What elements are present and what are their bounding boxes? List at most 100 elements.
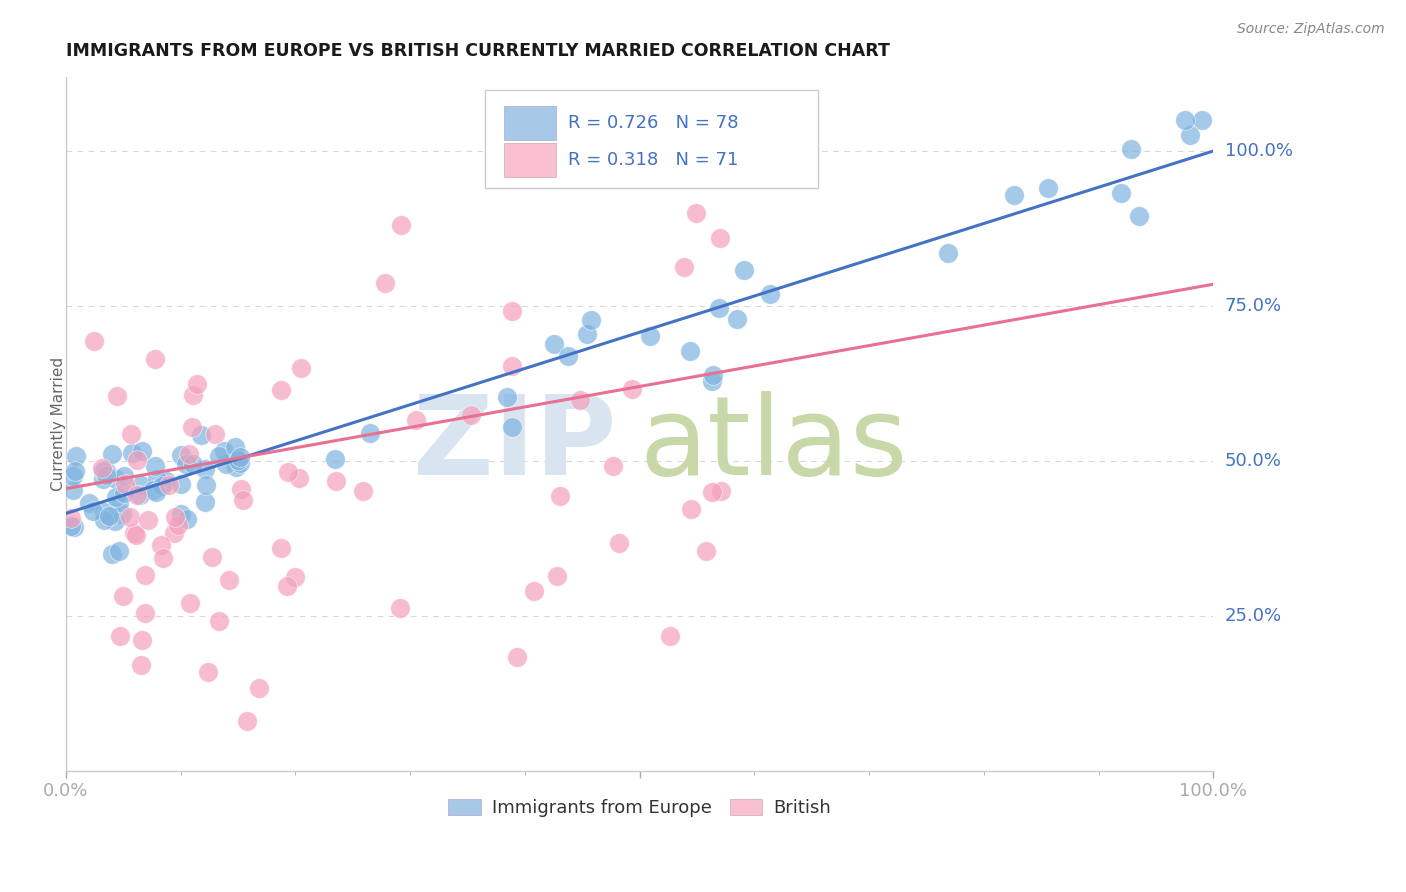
Point: [201, 549, 224, 564]
Point: [108, 544, 131, 558]
FancyBboxPatch shape: [485, 90, 817, 187]
Point: [1128, 209, 1150, 223]
Point: [207, 450, 229, 464]
Point: [702, 368, 724, 382]
Point: [121, 446, 143, 460]
Point: [143, 458, 166, 473]
Point: [129, 658, 152, 673]
Point: [101, 547, 124, 561]
Bar: [505, 106, 555, 140]
Point: [1036, 181, 1059, 195]
Point: [93, 505, 115, 519]
Point: [174, 457, 197, 471]
Point: [179, 447, 201, 461]
Point: [212, 444, 235, 458]
Point: [176, 511, 198, 525]
Point: [77, 496, 100, 510]
Point: [710, 484, 733, 499]
Point: [91, 461, 114, 475]
Point: [679, 343, 702, 358]
Point: [163, 526, 186, 541]
Point: [218, 573, 240, 587]
Point: [284, 570, 307, 584]
Point: [159, 477, 181, 491]
Point: [163, 510, 186, 524]
Point: [91, 472, 114, 486]
Point: [700, 485, 723, 500]
Point: [215, 458, 238, 472]
Point: [236, 714, 259, 728]
Point: [127, 487, 149, 501]
Point: [181, 457, 204, 471]
Point: [569, 393, 592, 408]
Y-axis label: Currently Married: Currently Married: [52, 357, 66, 491]
Point: [672, 260, 695, 274]
Point: [101, 447, 124, 461]
Point: [679, 501, 702, 516]
Point: [63, 520, 86, 534]
Point: [709, 231, 731, 245]
Point: [208, 615, 231, 629]
Point: [125, 453, 148, 467]
Point: [495, 390, 517, 404]
Point: [128, 488, 150, 502]
Point: [1178, 128, 1201, 142]
Point: [506, 650, 529, 665]
Point: [63, 464, 86, 478]
Point: [193, 462, 215, 476]
Text: 75.0%: 75.0%: [1225, 297, 1282, 315]
Point: [181, 388, 204, 402]
Point: [112, 468, 135, 483]
Text: R = 0.318   N = 71: R = 0.318 N = 71: [568, 151, 740, 169]
Point: [936, 246, 959, 260]
Point: [112, 589, 135, 603]
Point: [277, 465, 299, 479]
Point: [104, 514, 127, 528]
Point: [166, 518, 188, 533]
Text: IMMIGRANTS FROM EUROPE VS BRITISH CURRENTLY MARRIED CORRELATION CHART: IMMIGRANTS FROM EUROPE VS BRITISH CURREN…: [66, 42, 890, 60]
Point: [180, 420, 202, 434]
Point: [120, 427, 142, 442]
Text: atlas: atlas: [640, 391, 908, 498]
Point: [114, 477, 136, 491]
Point: [607, 536, 630, 550]
Point: [91, 464, 114, 478]
Point: [501, 303, 523, 318]
Point: [557, 349, 579, 363]
Point: [225, 459, 247, 474]
Point: [229, 483, 252, 497]
Point: [112, 486, 135, 500]
Legend: Immigrants from Europe, British: Immigrants from Europe, British: [441, 791, 838, 824]
Point: [107, 496, 129, 510]
Point: [124, 526, 146, 541]
Point: [150, 479, 173, 493]
Point: [546, 569, 568, 583]
Point: [276, 579, 298, 593]
Point: [290, 361, 312, 376]
Point: [232, 493, 254, 508]
Point: [247, 681, 270, 695]
Point: [204, 426, 226, 441]
Point: [405, 413, 427, 427]
Point: [640, 328, 662, 343]
Point: [104, 490, 127, 504]
Point: [62, 483, 84, 497]
Point: [145, 352, 167, 367]
Text: 25.0%: 25.0%: [1225, 607, 1282, 624]
Point: [1174, 113, 1197, 128]
Point: [352, 484, 374, 499]
Point: [575, 327, 598, 342]
Text: 100.0%: 100.0%: [1225, 142, 1292, 160]
Text: Source: ZipAtlas.com: Source: ZipAtlas.com: [1237, 22, 1385, 37]
Point: [389, 219, 412, 233]
Point: [733, 263, 755, 277]
Point: [700, 374, 723, 388]
Point: [195, 478, 218, 492]
Point: [169, 477, 191, 491]
Point: [155, 474, 177, 488]
Point: [145, 485, 167, 500]
Point: [501, 420, 523, 434]
Point: [1111, 186, 1133, 201]
Point: [658, 629, 681, 643]
Point: [325, 474, 347, 488]
